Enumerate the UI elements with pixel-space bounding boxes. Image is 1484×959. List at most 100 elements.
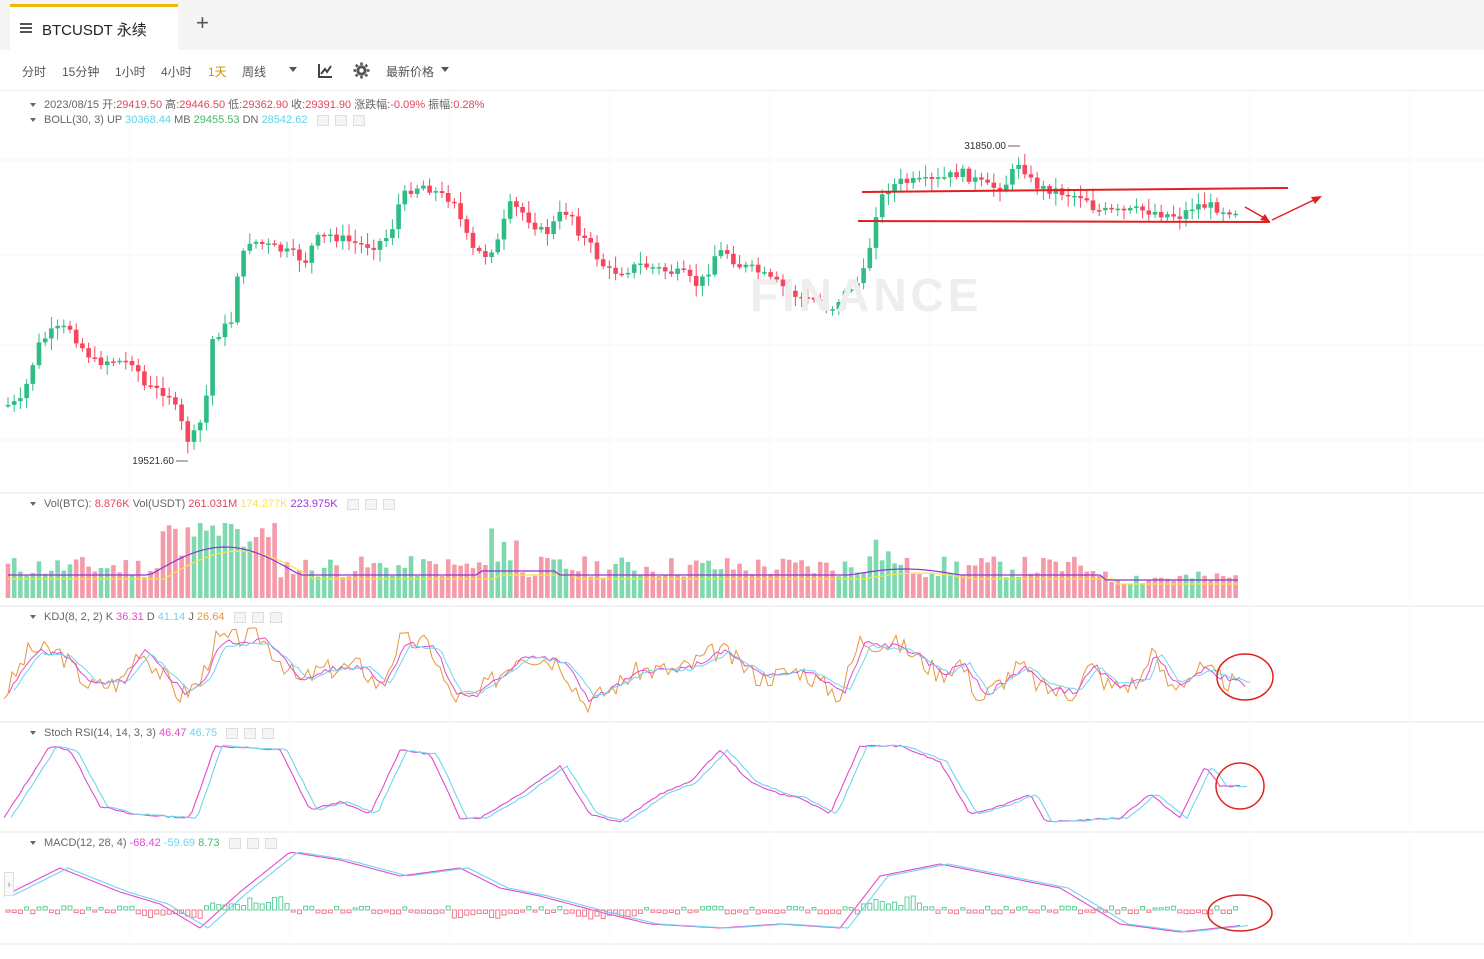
close-icon[interactable]: [382, 498, 395, 510]
tf-15m[interactable]: 15分钟: [62, 65, 100, 79]
macd-histogram-bar: [1214, 905, 1220, 911]
volume-bar: [104, 568, 110, 598]
tab-btcusdt[interactable]: BTCUSDT 永续: [10, 4, 178, 50]
indicator-icon[interactable]: [317, 63, 333, 79]
macd-histogram-bar: [780, 909, 786, 914]
add-tab-icon[interactable]: +: [196, 10, 209, 35]
settings-gear-icon[interactable]: [353, 62, 370, 79]
volume-bar: [1127, 583, 1133, 598]
macd-histogram-bar: [166, 909, 172, 915]
candle-body: [613, 267, 618, 274]
candle-body: [873, 217, 879, 248]
stoch-rsi-k-line: [3, 744, 1241, 823]
volume-bar: [563, 568, 569, 598]
close-icon[interactable]: [262, 727, 275, 739]
collapse-icon[interactable]: [30, 731, 36, 736]
tf-fenshi[interactable]: 分时: [22, 65, 47, 79]
kdj-k: 36.31: [116, 611, 144, 623]
macd-histogram-bar: [650, 909, 656, 913]
candle-body: [644, 263, 649, 268]
price-type-chevron-icon[interactable]: [441, 67, 449, 72]
expand-sidebar-chevron-icon[interactable]: ›: [4, 872, 14, 896]
settings-icon[interactable]: [334, 114, 347, 126]
visibility-icon[interactable]: [316, 114, 329, 126]
volume-bar: [873, 539, 879, 598]
volume-bar: [402, 567, 408, 598]
candle-body: [762, 272, 767, 274]
tf-4h[interactable]: 4小时: [161, 65, 192, 79]
volume-bar: [514, 540, 519, 598]
macd-histogram-bar: [699, 906, 705, 911]
macd-histogram-bar: [67, 905, 73, 911]
macd-histogram-bar: [110, 909, 116, 914]
settings-icon[interactable]: [251, 611, 264, 623]
support-line: [857, 220, 1271, 223]
candle-body: [749, 264, 755, 267]
candle-body: [768, 272, 773, 277]
more-timeframes-icon[interactable]: [289, 67, 297, 72]
candle-body: [935, 177, 941, 180]
volume-bar: [253, 536, 259, 598]
macd-histogram-bar: [79, 909, 85, 914]
volume-bar: [377, 563, 383, 598]
settings-icon[interactable]: [244, 727, 257, 739]
candle-body: [1078, 195, 1083, 199]
settings-icon[interactable]: [246, 837, 259, 849]
price-type-select[interactable]: 最新价格: [386, 65, 435, 79]
macd-histogram-bar: [191, 909, 197, 918]
close-icon[interactable]: [269, 611, 282, 623]
collapse-icon[interactable]: [30, 841, 36, 846]
visibility-icon[interactable]: [233, 611, 246, 623]
candle-body: [805, 297, 811, 299]
collapse-icon[interactable]: [30, 103, 36, 108]
candle-body: [61, 325, 67, 328]
kdj-j-line: [3, 627, 1241, 714]
collapse-icon[interactable]: [30, 615, 36, 620]
macd-dea-line: [11, 851, 1249, 933]
volume-bar: [848, 567, 854, 598]
candle-body: [408, 190, 414, 194]
close-icon[interactable]: [352, 114, 365, 126]
macd-histogram-bar: [141, 909, 147, 916]
volume-bar: [898, 564, 904, 598]
candle-body: [991, 182, 997, 188]
candle-body: [724, 250, 730, 254]
candle-body: [700, 276, 705, 286]
collapse-icon[interactable]: [30, 118, 36, 123]
visibility-icon[interactable]: [226, 727, 239, 739]
candle-body: [1115, 208, 1121, 211]
macd-histogram-bar: [129, 905, 135, 911]
list-icon[interactable]: [20, 23, 32, 33]
volume-bar: [247, 541, 253, 598]
volume-bar: [259, 528, 265, 598]
volume-bar: [396, 565, 401, 598]
visibility-icon[interactable]: [228, 837, 241, 849]
candle-body: [104, 361, 110, 366]
candle-body: [160, 387, 166, 396]
collapse-icon[interactable]: [30, 502, 36, 507]
settings-icon[interactable]: [364, 498, 377, 510]
tf-1h[interactable]: 1小时: [115, 65, 146, 79]
volume-bar: [917, 574, 922, 598]
tab-title: BTCUSDT 永续: [42, 22, 147, 39]
visibility-icon[interactable]: [346, 498, 359, 510]
volume-bar: [1134, 575, 1139, 598]
candle-body: [675, 268, 680, 274]
volume-bar: [1090, 571, 1096, 598]
candle-body: [452, 201, 457, 204]
stoch-v2: 46.75: [189, 727, 218, 739]
macd-histogram-bar: [104, 909, 110, 914]
tf-1d[interactable]: 1天: [208, 65, 227, 79]
volume-bar: [941, 556, 947, 598]
candle-body: [786, 286, 792, 291]
close-icon[interactable]: [264, 837, 277, 849]
boll-name: BOLL(30, 3): [44, 114, 104, 126]
candle-body: [222, 323, 228, 338]
candle-body: [359, 242, 364, 245]
candle-body: [439, 191, 445, 193]
candle-body: [1109, 207, 1114, 210]
volume-bar: [879, 560, 885, 598]
tf-week[interactable]: 周线: [242, 65, 267, 79]
macd-histogram-bar: [1053, 909, 1059, 914]
